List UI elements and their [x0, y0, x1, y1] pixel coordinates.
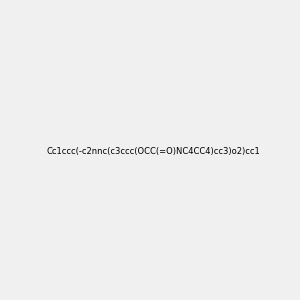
- Text: Cc1ccc(-c2nnc(c3ccc(OCC(=O)NC4CC4)cc3)o2)cc1: Cc1ccc(-c2nnc(c3ccc(OCC(=O)NC4CC4)cc3)o2…: [47, 147, 261, 156]
